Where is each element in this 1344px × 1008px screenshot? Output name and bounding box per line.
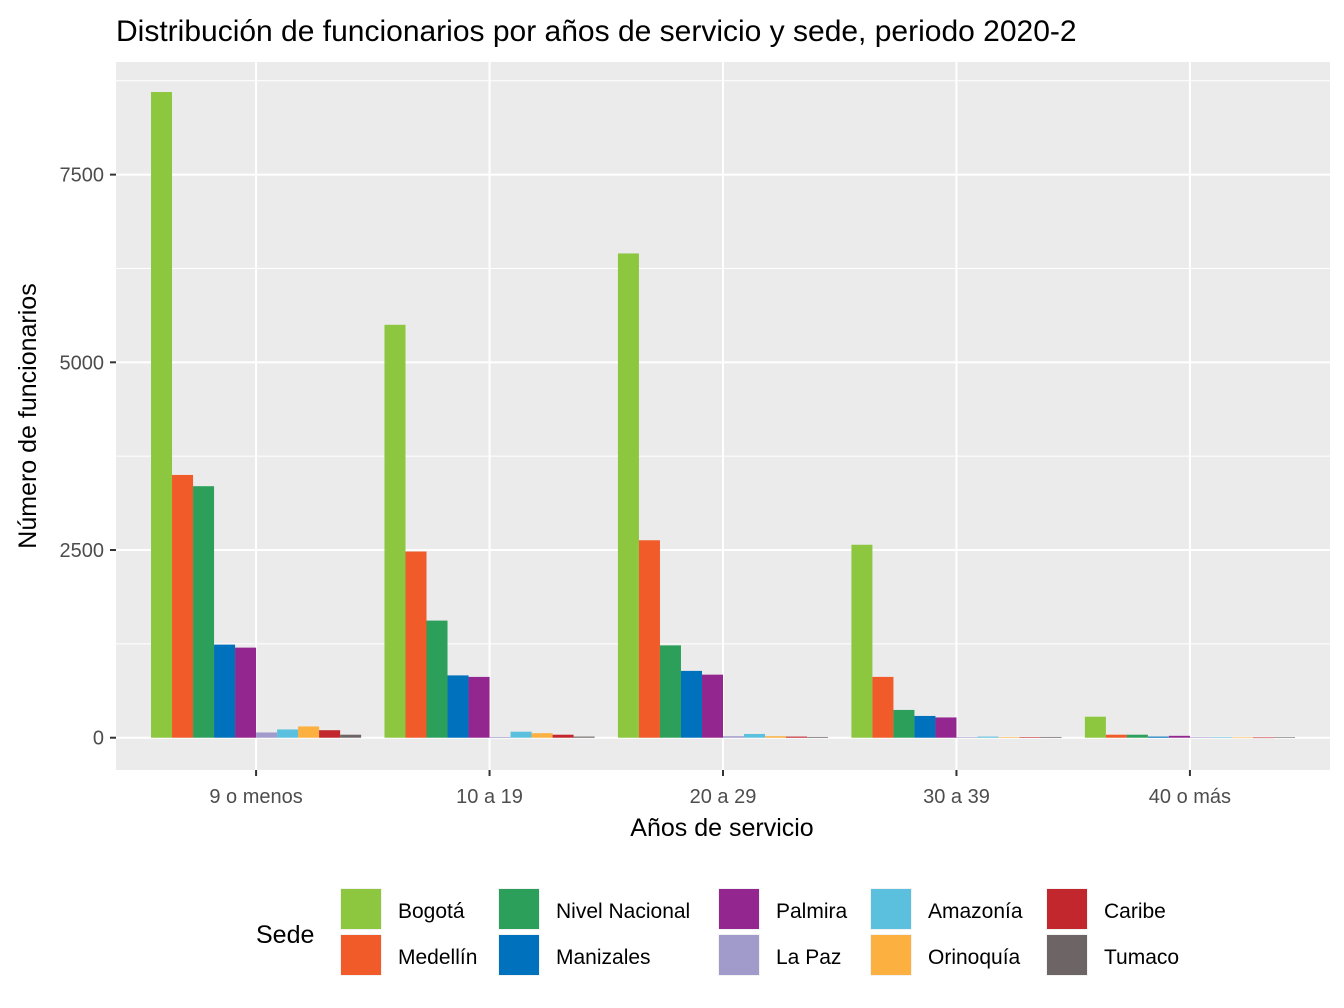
y-tick-label: 5000 bbox=[60, 352, 105, 374]
legend-label: Nivel Nacional bbox=[556, 900, 690, 923]
y-tick-label: 0 bbox=[93, 728, 104, 750]
major-gridlines bbox=[116, 62, 1330, 770]
legend-swatch bbox=[871, 935, 911, 975]
bar bbox=[319, 730, 341, 738]
bar bbox=[531, 733, 553, 738]
legend-label: Manizales bbox=[556, 946, 651, 969]
bar bbox=[872, 676, 894, 738]
x-tick-label: 20 a 29 bbox=[690, 786, 757, 808]
bar bbox=[214, 644, 236, 738]
bar bbox=[893, 709, 915, 738]
y-tick-label: 2500 bbox=[60, 540, 105, 562]
bar bbox=[405, 551, 427, 738]
legend-label: Caribe bbox=[1104, 900, 1166, 923]
legend-title: Sede bbox=[256, 921, 314, 949]
legend-swatch bbox=[871, 889, 911, 929]
bar bbox=[447, 675, 469, 738]
bar bbox=[573, 736, 595, 738]
bar bbox=[340, 734, 362, 738]
bar bbox=[638, 540, 660, 738]
bar bbox=[1040, 736, 1062, 738]
bar bbox=[1273, 737, 1295, 738]
bar bbox=[680, 670, 702, 738]
bar bbox=[956, 737, 978, 738]
legend-label: Palmira bbox=[776, 900, 848, 923]
bar bbox=[277, 729, 299, 738]
bar bbox=[1019, 737, 1041, 738]
x-axis-title: Años de servicio bbox=[630, 814, 813, 842]
bar bbox=[1168, 735, 1190, 738]
bar bbox=[468, 676, 490, 738]
bar bbox=[935, 717, 957, 738]
bar bbox=[914, 715, 936, 738]
legend-swatch bbox=[719, 935, 759, 975]
bar bbox=[765, 736, 787, 738]
bar bbox=[1126, 734, 1148, 738]
x-axis: 9 o menos 10 a 19 20 a 29 30 a 39 40 o más bbox=[209, 770, 1231, 808]
bar bbox=[1105, 734, 1127, 738]
bar bbox=[744, 733, 766, 738]
bar bbox=[1210, 737, 1232, 738]
bar bbox=[998, 737, 1020, 738]
legend-swatch bbox=[1047, 889, 1087, 929]
bar bbox=[977, 736, 999, 738]
legend-label: Tumaco bbox=[1104, 946, 1179, 969]
bar bbox=[151, 92, 173, 738]
bar bbox=[384, 324, 406, 738]
y-axis-title: Número de funcionarios bbox=[14, 283, 42, 548]
bar bbox=[510, 731, 532, 738]
bar bbox=[1189, 737, 1211, 738]
legend-label: Orinoquía bbox=[928, 946, 1021, 969]
bar bbox=[807, 736, 829, 738]
x-tick-label: 9 o menos bbox=[209, 786, 302, 808]
bar bbox=[172, 474, 194, 738]
x-tick-label: 40 o más bbox=[1149, 786, 1231, 808]
legend-swatch bbox=[719, 889, 759, 929]
x-tick-label: 10 a 19 bbox=[456, 786, 523, 808]
chart-title: Distribución de funcionarios por años de… bbox=[116, 15, 1077, 48]
bar bbox=[235, 647, 257, 738]
bar bbox=[786, 736, 808, 738]
legend-label: Medellín bbox=[398, 946, 477, 969]
bar bbox=[723, 736, 745, 738]
legend-swatch bbox=[499, 935, 539, 975]
bar bbox=[1147, 736, 1169, 738]
bar bbox=[1231, 737, 1253, 739]
legend-label: Amazonía bbox=[928, 900, 1023, 923]
bar bbox=[1252, 737, 1274, 739]
bar bbox=[256, 732, 278, 738]
bar bbox=[851, 544, 873, 738]
bar bbox=[489, 736, 511, 738]
legend-swatch bbox=[499, 889, 539, 929]
bar bbox=[617, 253, 639, 738]
legend-swatch bbox=[1047, 935, 1087, 975]
bar bbox=[701, 674, 723, 738]
x-tick-label: 30 a 39 bbox=[923, 786, 990, 808]
y-axis: 0 2500 5000 7500 bbox=[60, 165, 116, 750]
legend-label: La Paz bbox=[776, 946, 841, 969]
bar bbox=[659, 645, 681, 738]
legend: Sede Bogotá Medellín Nivel Nacional Manizal… bbox=[256, 888, 1179, 976]
legend-swatch bbox=[341, 935, 381, 975]
bar bbox=[426, 620, 448, 738]
legend-swatch bbox=[341, 889, 381, 929]
bars bbox=[151, 92, 1295, 739]
bar bbox=[1084, 716, 1106, 738]
bar bbox=[298, 726, 320, 738]
bar bbox=[193, 486, 215, 738]
y-tick-label: 7500 bbox=[60, 165, 105, 187]
bar bbox=[552, 734, 574, 738]
legend-label: Bogotá bbox=[398, 900, 465, 923]
